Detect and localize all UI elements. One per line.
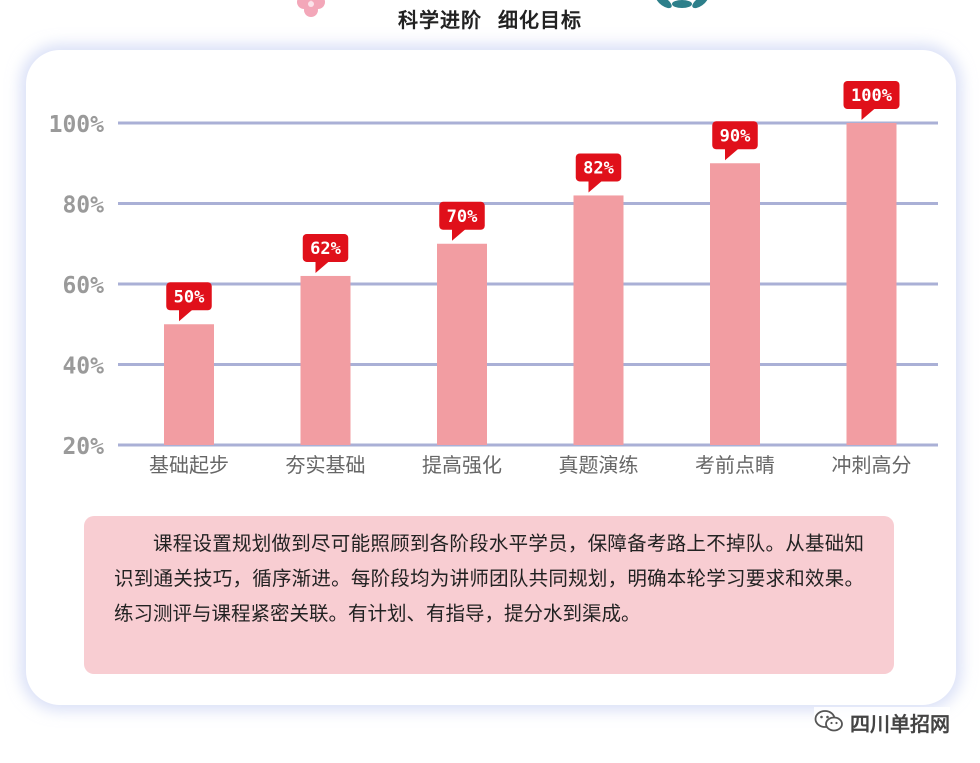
data-label-pointer (452, 228, 466, 241)
data-labels: 50% 62% 70% 82% 90% 100% (166, 81, 900, 322)
data-label-text: 70% (447, 207, 478, 227)
data-label-text: 82% (583, 158, 614, 178)
data-label-text: 100% (851, 86, 893, 106)
data-label-bubble (166, 282, 212, 311)
y-tick-label: 20% (62, 434, 104, 460)
bar (710, 163, 760, 445)
data-label-pointer (588, 180, 603, 193)
data-label-pointer (179, 309, 193, 322)
data-label-text: 62% (310, 239, 341, 259)
category-label: 冲刺高分 (832, 453, 912, 477)
bar (437, 243, 487, 445)
data-label: 70% (439, 201, 485, 241)
grid-lines (118, 121, 938, 447)
description-text: 课程设置规划做到尽可能照顾到各阶段水平学员，保障备考路上不掉队。从基础知识到通关… (114, 532, 864, 625)
data-label-pointer (315, 260, 330, 273)
bar (573, 195, 624, 445)
data-label: 50% (166, 282, 212, 322)
bar (846, 123, 897, 445)
pink-flower-decoration (297, 0, 325, 17)
y-tick-label: 40% (62, 354, 104, 380)
data-label-pointer (861, 108, 876, 120)
y-tick-label: 100% (49, 112, 105, 138)
y-axis-ticks: 20% 40% 60% 80% 100% (49, 112, 105, 460)
category-label: 夯实基础 (286, 453, 366, 477)
teal-leaf-decoration (656, 0, 708, 9)
bar (164, 324, 214, 445)
bar-chart: 50% 62% 70% 82% 90% 100% 20% 40% 60% 80% 100% 基础起… (49, 81, 938, 477)
data-label-bubble (439, 201, 485, 230)
data-label: 82% (575, 153, 622, 193)
wechat-icon (814, 710, 843, 732)
data-label: 62% (302, 233, 349, 273)
data-label-bubble (575, 153, 622, 182)
data-label: 100% (843, 81, 900, 120)
data-label-bubble (712, 121, 758, 150)
data-label-pointer (725, 148, 739, 161)
category-label: 真题演练 (559, 453, 639, 477)
data-label: 90% (712, 121, 758, 161)
category-label: 考前点睛 (695, 453, 775, 477)
data-label-text: 90% (720, 126, 751, 146)
description-box: 课程设置规划做到尽可能照顾到各阶段水平学员，保障备考路上不掉队。从基础知识到通关… (84, 516, 894, 674)
page-title: 科学进阶 细化目标 (398, 8, 582, 32)
category-label: 提高强化 (422, 453, 502, 477)
bars (164, 123, 897, 445)
data-label-bubble (302, 233, 349, 262)
data-label-bubble (843, 81, 900, 109)
watermark: 四川单招网 (814, 707, 950, 737)
category-label: 基础起步 (149, 453, 229, 477)
y-tick-label: 60% (62, 273, 104, 299)
data-label-text: 50% (174, 287, 205, 307)
x-axis-categories: 基础起步 夯实基础 提高强化 真题演练 考前点睛 冲刺高分 (149, 453, 912, 477)
bar (300, 275, 351, 445)
y-tick-label: 80% (62, 193, 104, 219)
watermark-text: 四川单招网 (850, 711, 950, 736)
